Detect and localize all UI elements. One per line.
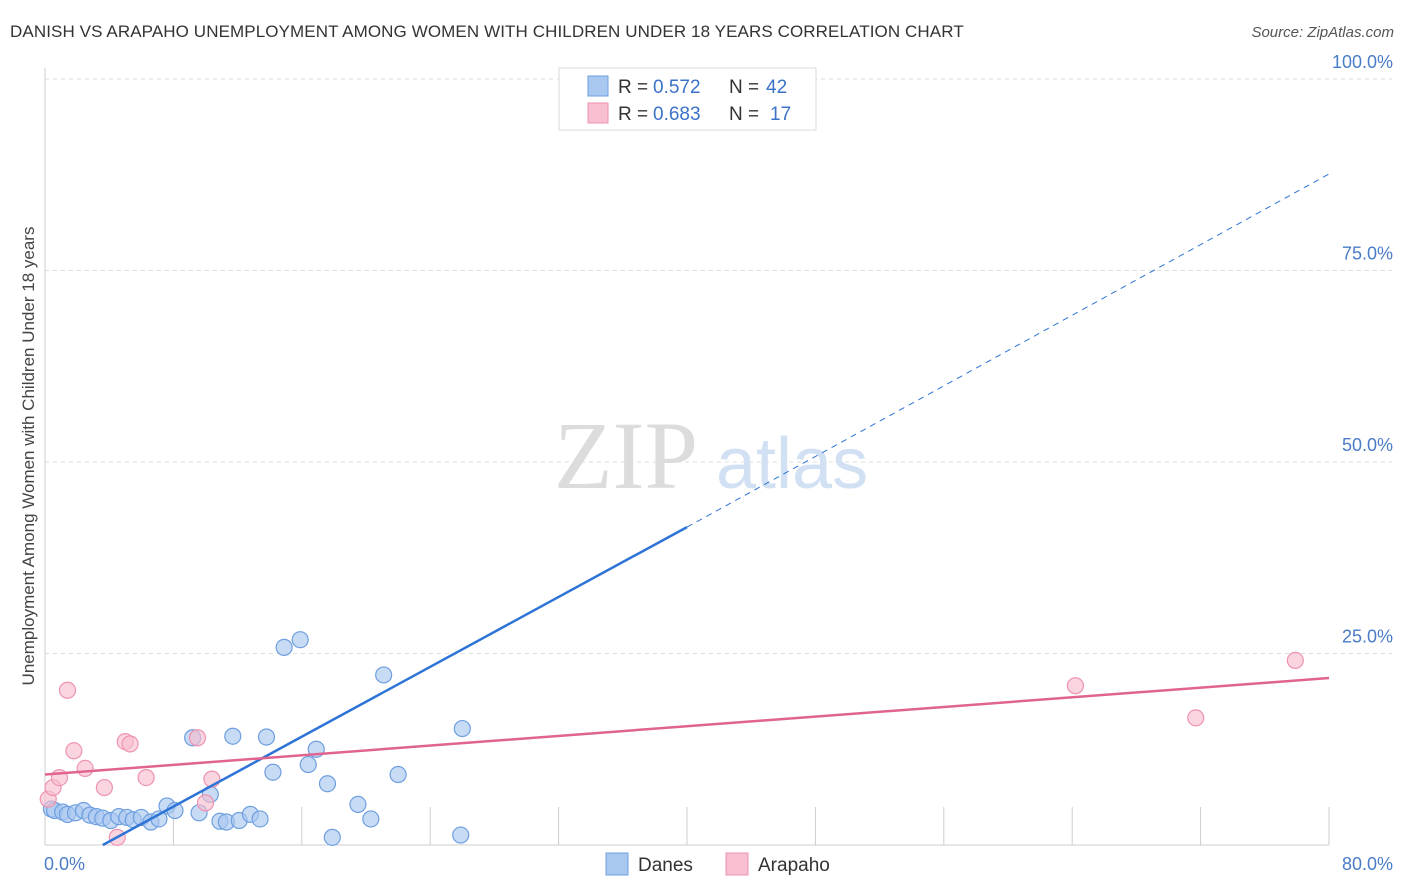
x-tick-label-1: 80.0% <box>1342 854 1393 874</box>
grid-lines <box>45 78 1392 654</box>
legend-swatch-danes <box>587 75 609 97</box>
legend-danes-r-label: R = <box>618 77 648 98</box>
y-tick-label-1: 50.0% <box>1342 435 1393 455</box>
danes-trend-extension <box>686 173 1330 528</box>
danes-point-36 <box>362 810 380 828</box>
danes-point-39 <box>453 719 471 738</box>
trend-lines <box>44 173 1330 847</box>
danes-point-38 <box>389 765 407 784</box>
arapaho-point-15 <box>1187 709 1205 727</box>
watermark: ZIP atlas <box>554 402 868 509</box>
arapaho-point-9 <box>121 735 139 753</box>
legend-arapaho-r-value: 0.683 <box>653 104 701 125</box>
bottom-legend-arapaho: Arapaho <box>758 855 830 876</box>
danes-point-28 <box>264 763 282 781</box>
arapaho-point-5 <box>76 759 94 778</box>
legend-danes-r-value: 0.572 <box>653 77 701 98</box>
danes-point-35 <box>349 795 367 814</box>
danes-point-31 <box>299 755 317 774</box>
arapaho-point-14 <box>1066 677 1085 695</box>
arapaho-point-6 <box>95 778 113 797</box>
y-tick-label-0: 25.0% <box>1342 627 1393 647</box>
arapaho-point-12 <box>196 794 215 812</box>
y-tick-label-3: 100.0% <box>1332 52 1393 72</box>
danes-point-26 <box>251 810 269 828</box>
bottom-legend-swatch-arapaho <box>725 852 749 876</box>
arapaho-point-10 <box>137 768 155 787</box>
bottom-legend-danes: Danes <box>638 855 693 876</box>
legend-arapaho-r-label: R = <box>618 104 648 125</box>
legend-arapaho-n-label: N = <box>729 104 759 125</box>
y-tick-label-2: 75.0% <box>1342 244 1393 264</box>
danes-point-23 <box>224 727 242 745</box>
danes-trend-line <box>102 526 688 847</box>
data-points <box>39 70 1304 846</box>
danes-point-29 <box>275 638 293 656</box>
y-axis-label: Unemployment Among Women with Children U… <box>19 227 38 686</box>
legend-swatch-arapaho <box>587 102 609 124</box>
legend-danes-n-label: N = <box>729 77 759 98</box>
legend-danes-n-value: 42 <box>766 77 787 98</box>
chart-title: DANISH VS ARAPAHO UNEMPLOYMENT AMONG WOM… <box>10 22 964 41</box>
axes <box>44 68 1330 846</box>
arapaho-point-4 <box>65 742 83 760</box>
danes-point-40 <box>452 826 470 844</box>
danes-point-27 <box>257 728 276 746</box>
danes-point-30 <box>291 631 309 649</box>
danes-point-33 <box>318 775 337 793</box>
bottom-legend-swatch-danes <box>605 852 629 876</box>
source-label: Source: ZipAtlas.com <box>1251 24 1394 41</box>
x-tick-label-0: 0.0% <box>44 854 85 874</box>
danes-point-34 <box>323 828 341 846</box>
watermark-zip: ZIP <box>554 402 698 509</box>
danes-point-37 <box>375 666 393 684</box>
arapaho-point-3 <box>58 681 77 699</box>
legend-arapaho-n-value: 17 <box>770 104 791 125</box>
arapaho-trend-line <box>44 676 1330 776</box>
arapaho-point-11 <box>188 729 207 747</box>
legend: R = 0.572 N = 42 R = 0.683 N = 17 <box>558 67 817 131</box>
arapaho-point-16 <box>1286 651 1304 669</box>
watermark-atlas: atlas <box>716 424 868 504</box>
bottom-legend: Danes Arapaho <box>605 852 830 876</box>
tick-labels: 25.0% 50.0% 75.0% 100.0% 0.0% 80.0% <box>44 52 1393 874</box>
